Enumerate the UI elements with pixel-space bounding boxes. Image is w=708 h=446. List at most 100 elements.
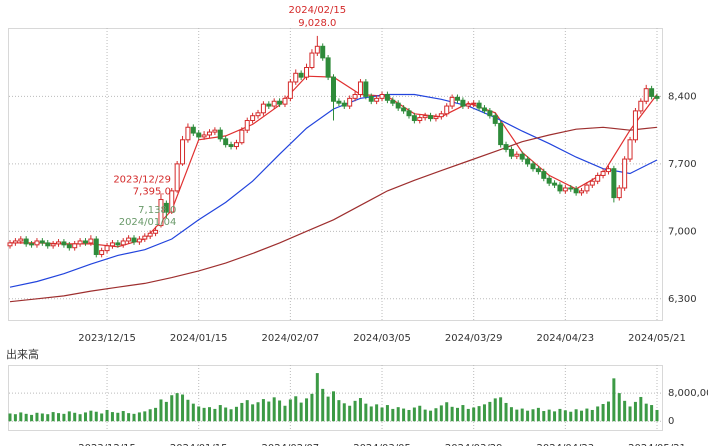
volume-bar [332,391,335,422]
candle-body [530,163,536,170]
y-tick-label: 8,400 [668,91,697,102]
volume-bar [256,402,260,422]
candle-body [627,139,633,160]
volume-bar [294,396,298,422]
candle-body [158,199,164,227]
candle-body [99,250,105,255]
candle-body [287,81,293,99]
candle-body [622,158,628,189]
candle-body [169,190,175,213]
candle-body [411,115,417,122]
volume-bar [51,412,55,422]
candle-body [541,171,547,179]
volume-bar [283,405,287,422]
candle-body [29,243,35,246]
candle-body [395,102,401,109]
volume-bar [504,402,508,422]
volume-bar [369,406,373,422]
volume-bar [197,406,201,422]
candle-body [217,129,223,140]
volume-bar [531,409,535,422]
volume-bar [315,373,319,422]
volume-bar [396,407,400,422]
volume-bar [580,410,584,422]
candle-body [120,240,126,246]
candle-body [250,115,256,122]
volume-bar [310,393,314,422]
candle-body [476,102,482,109]
volume-bar [644,403,648,422]
volume-bar [482,404,486,422]
candle-body [638,100,644,112]
volume-bar [19,412,23,422]
volume-bar [175,393,179,422]
x-tick-label: 2024/01/15 [170,443,228,446]
candle-body [379,93,385,99]
candle-body [589,180,595,186]
x-tick-label: 2024/02/07 [262,333,320,344]
volume-bar [569,411,573,422]
volume-bar [83,412,87,422]
candle-body [460,99,466,107]
volume-bar [375,404,379,422]
volume-bar [224,407,228,422]
candle-body [260,103,266,114]
volume-bar [202,407,206,422]
x-tick-label: 2023/12/15 [78,443,136,446]
candle-body [417,117,423,122]
volume-bar [321,388,325,422]
volume-bar [78,414,82,422]
candle-body [244,120,250,131]
candle-body [223,138,229,146]
candle-body [368,95,374,102]
candle-body [357,81,363,95]
candle-body [309,52,315,69]
candle-body [206,131,212,136]
candle-body [503,144,509,150]
x-tick-label: 2024/03/29 [445,333,503,344]
price-panel-frame [8,28,663,321]
volume-bar [278,400,282,422]
volume-bar [30,414,34,422]
candle-body [363,81,369,97]
candle-body [45,242,51,247]
candle-body [304,67,310,78]
volume-bar [547,409,551,422]
candle-body [428,115,434,120]
candle-body [508,148,514,157]
candle-body [201,134,207,138]
x-tick-label: 2024/03/29 [445,443,503,446]
volume-bar [380,407,384,422]
candle-body [481,107,487,112]
candle-body [390,99,396,104]
volume-bar [628,406,632,422]
candle-body [212,129,218,133]
candle-body [519,153,525,160]
volume-bar [606,401,610,422]
moving-average-line [9,126,658,303]
volume-bar [272,397,276,422]
candle-body [438,113,444,118]
volume-bar [67,411,71,422]
candle-body [82,240,88,244]
volume-bar [456,407,460,422]
volume-bar [601,404,605,422]
volume-bar [623,400,627,422]
volume-bar [509,407,513,422]
candle-body [282,97,288,105]
candle-body [131,237,137,243]
candle-body [514,153,520,157]
volume-bar [132,413,136,422]
candle-body [552,182,558,186]
candle-body [228,144,234,148]
candle-body [422,115,428,119]
annotation-value: 9,028.0 [298,18,336,29]
volume-bar [526,410,530,422]
candle-body [600,171,606,176]
candle-body [239,129,245,144]
volume-bar [407,409,411,422]
candle-body [298,72,304,78]
x-tick-label: 2024/04/23 [537,333,595,344]
volume-bar [434,408,438,422]
